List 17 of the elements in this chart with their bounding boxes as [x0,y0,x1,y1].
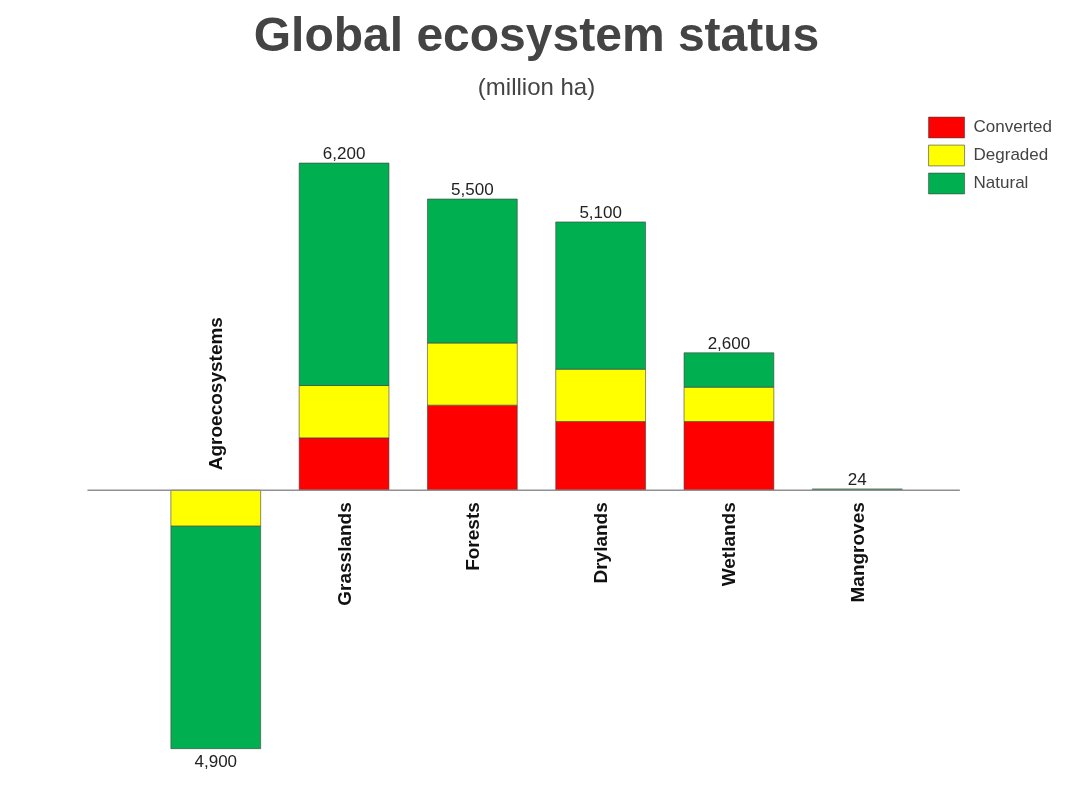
annotation: 6,200 [322,144,366,164]
x-tick-label: Agroecosystems [205,317,227,471]
annotation: 2,600 [707,333,751,353]
annotation: 5,100 [579,202,622,222]
annotation: 24 [847,469,867,489]
legend-label: Natural [973,173,1029,193]
x-tick-label: Drylands [590,502,612,584]
chart-title: Global ecosystem status [253,7,820,61]
annotation: 5,500 [451,180,494,200]
legend-label: Converted [973,117,1052,137]
x-tick-label: Grasslands [333,502,355,606]
legend-label: Degraded [973,145,1049,165]
annotation: 4,900 [194,751,238,771]
x-tick-label: Forests [461,502,483,571]
chart-subtitle: (million ha) [477,72,596,100]
x-tick-label: Mangroves [846,502,868,603]
x-tick-label: Wetlands [718,502,740,587]
